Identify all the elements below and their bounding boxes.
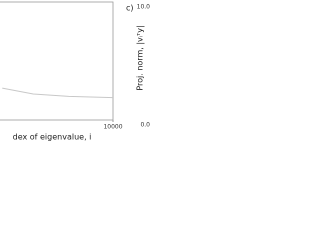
plot-frame	[0, 1, 114, 121]
y-axis-label: Proj. norm, |vᵢᵀy|	[136, 25, 145, 90]
chart: 10000 dex of eigenvalue, i c) 0.0 10.0 Proj. …	[0, 1, 150, 142]
page: {"chart_data": [ {"type": "line", "xlabe…	[0, 1, 150, 142]
line	[2, 87, 114, 99]
y-tick-label: 10.0	[137, 4, 150, 11]
x-tick-label: 10000	[103, 124, 122, 131]
y-tick-label: 0.0	[140, 122, 150, 129]
panel-label: c)	[126, 4, 134, 13]
x-axis-label: dex of eigenvalue, i	[13, 133, 92, 142]
